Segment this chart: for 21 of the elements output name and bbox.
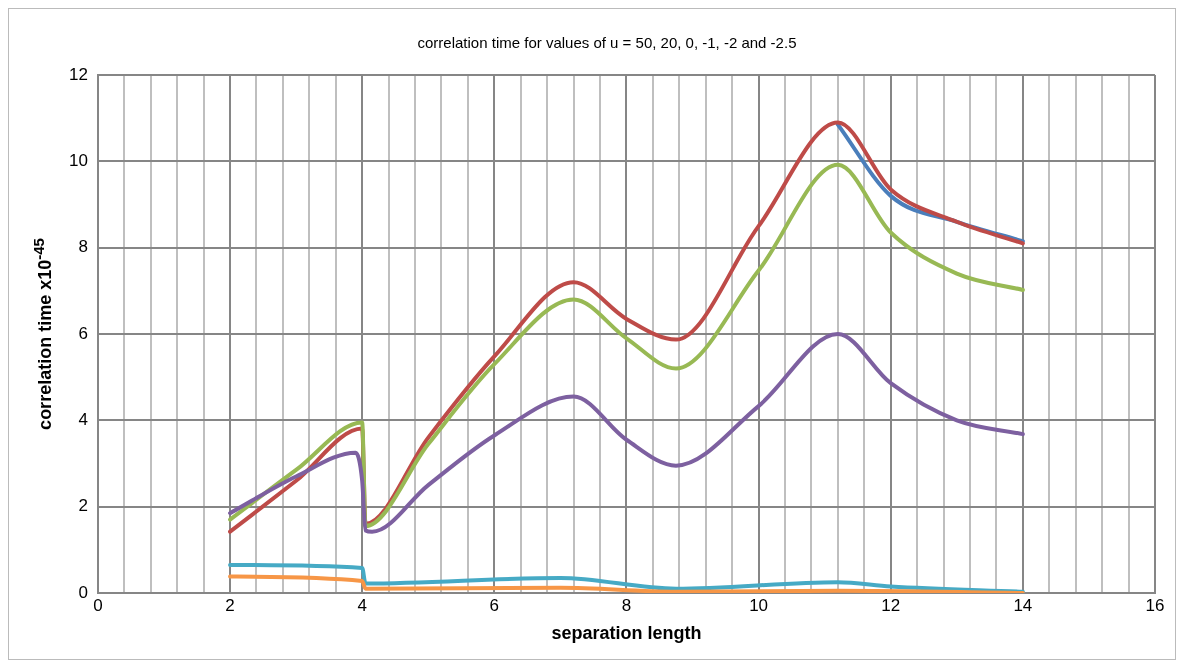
x-axis-title: separation length: [551, 623, 702, 644]
y-tick-label: 2: [78, 496, 88, 516]
y-tick-label: 10: [68, 151, 88, 171]
x-tick-label: 10: [749, 595, 769, 615]
x-tick-label: 2: [225, 595, 235, 615]
line-series: [228, 332, 1025, 534]
x-tick-label: 4: [357, 595, 367, 615]
y-tick-label: 4: [78, 410, 88, 430]
y-tick-label: 12: [68, 64, 88, 84]
chart-title: correlation time for values of u = 50, 20, 0, -1, -2 and -2.5: [417, 34, 797, 52]
x-tick-label: 8: [621, 595, 632, 615]
x-tick-label: 6: [489, 595, 500, 615]
x-tick-label: 12: [881, 595, 901, 615]
x-tick-label: 0: [93, 595, 103, 615]
y-tick-label: 6: [78, 323, 88, 343]
x-tick-label: 14: [1013, 595, 1033, 615]
x-tick-label: 16: [1145, 595, 1165, 615]
y-tick-label: 0: [78, 582, 88, 602]
line-series: [228, 574, 1025, 593]
y-tick-label: 8: [78, 237, 88, 257]
line-series: [228, 562, 1025, 593]
